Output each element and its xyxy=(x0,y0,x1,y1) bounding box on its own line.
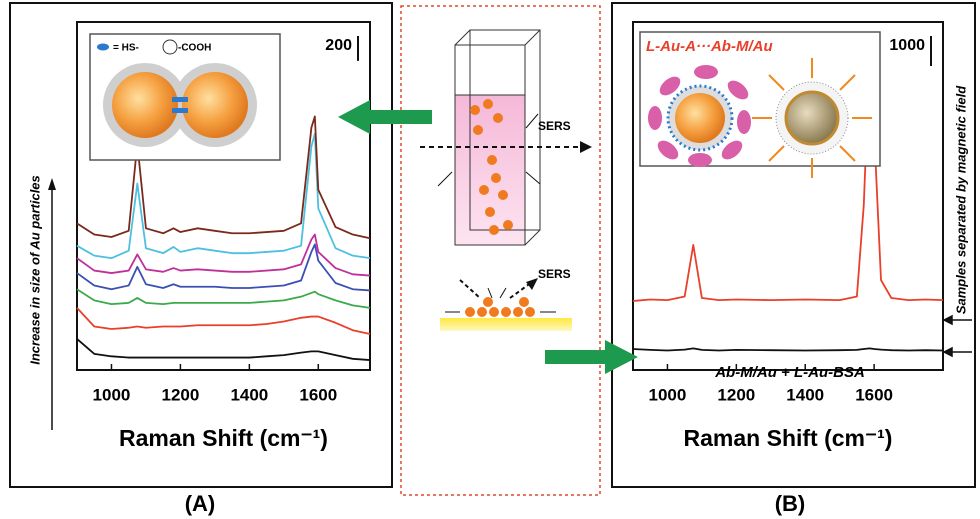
particle-dot xyxy=(498,190,508,200)
particle-dot xyxy=(479,185,489,195)
x-axis-title: Raman Shift (cm⁻¹) xyxy=(684,425,893,451)
schematic: SERS SERS xyxy=(401,6,600,495)
scatter-arrow xyxy=(526,114,538,128)
particle xyxy=(786,92,838,144)
substrate xyxy=(440,318,572,331)
scale-bar-label: 200 xyxy=(325,37,352,54)
x-tick-label: 1400 xyxy=(786,385,824,404)
figure: 1000 1200 1400 1600 200 Raman Shift (cm⁻¹) (A)… xyxy=(0,0,980,519)
inset-label: = HS- xyxy=(113,43,139,54)
inset-label: -COOH xyxy=(178,43,211,54)
particle-dot xyxy=(513,307,523,317)
x-tick-label: 1400 xyxy=(230,385,268,404)
arrow-head xyxy=(526,278,538,290)
particle xyxy=(675,93,725,143)
x-axis-title: Raman Shift (cm⁻¹) xyxy=(119,425,328,451)
antibody xyxy=(694,65,718,79)
arrow-head xyxy=(48,178,56,190)
annotation: L-Au-A···Ab-M/Au xyxy=(646,38,773,55)
arrow-head xyxy=(944,348,952,356)
x-tick-label: 1000 xyxy=(93,385,131,404)
spectrum xyxy=(77,308,370,334)
spectrum xyxy=(77,339,370,360)
particle-dot xyxy=(483,297,493,307)
particle-dot xyxy=(470,105,480,115)
linker xyxy=(172,108,188,113)
scatter-arrow xyxy=(526,172,540,184)
x-tick-label: 1000 xyxy=(649,385,687,404)
particle xyxy=(112,72,178,138)
size-arrow: Increase in size of Au particles xyxy=(27,175,56,430)
x-tick-label: 1600 xyxy=(299,385,337,404)
arrow-head xyxy=(580,141,592,153)
scatter-arrow xyxy=(500,288,506,298)
linker-icon xyxy=(97,44,109,51)
annotation: Ab-M/Au + L-Au-BSA xyxy=(714,364,865,381)
inset-b: L-Au-A···Ab-M/Au xyxy=(640,32,880,178)
particle-dot xyxy=(525,307,535,317)
laser xyxy=(460,280,480,298)
particle-dot xyxy=(485,207,495,217)
particle-dot xyxy=(489,307,499,317)
particle-dot xyxy=(465,307,475,317)
green-arrow xyxy=(545,340,638,374)
x-tick-label: 1200 xyxy=(717,385,755,404)
spectrum xyxy=(77,289,370,308)
particle xyxy=(182,72,248,138)
x-tick-label: 1200 xyxy=(161,385,199,404)
particle-dot xyxy=(491,173,501,183)
annotation: Samples separated by magnetic field xyxy=(953,85,968,314)
cuvette-liquid xyxy=(455,95,525,245)
particle-dot xyxy=(489,225,499,235)
scale-bar-label: 1000 xyxy=(889,37,925,54)
antibody xyxy=(688,153,712,167)
scatter-arrow xyxy=(438,172,452,186)
inset-a: = HS- -COOH xyxy=(90,34,280,160)
particle-dot xyxy=(477,307,487,317)
linker xyxy=(172,97,188,102)
x-tick-label: 1600 xyxy=(855,385,893,404)
panel-label: (A) xyxy=(185,491,216,516)
antibody xyxy=(737,110,751,134)
panel-label: (B) xyxy=(775,491,806,516)
annotation: Increase in size of Au particles xyxy=(27,175,42,365)
particle-dot xyxy=(483,99,493,109)
schematic-label: SERS xyxy=(538,267,571,281)
cuvette-edge xyxy=(525,230,540,245)
antibody xyxy=(648,106,662,130)
particle-dot xyxy=(519,297,529,307)
green-arrow xyxy=(338,100,432,134)
scatter-arrow xyxy=(488,288,492,298)
particle-dot xyxy=(473,125,483,135)
particle-dot xyxy=(487,155,497,165)
particle-dot xyxy=(493,113,503,123)
spectrum xyxy=(633,348,943,350)
particle-dot xyxy=(501,307,511,317)
schematic-label: SERS xyxy=(538,119,571,133)
cuvette-edge xyxy=(455,30,470,45)
particle-dot xyxy=(503,220,513,230)
schematic-frame xyxy=(401,6,600,495)
arrow-head xyxy=(944,316,952,324)
cuvette-edge xyxy=(525,30,540,45)
